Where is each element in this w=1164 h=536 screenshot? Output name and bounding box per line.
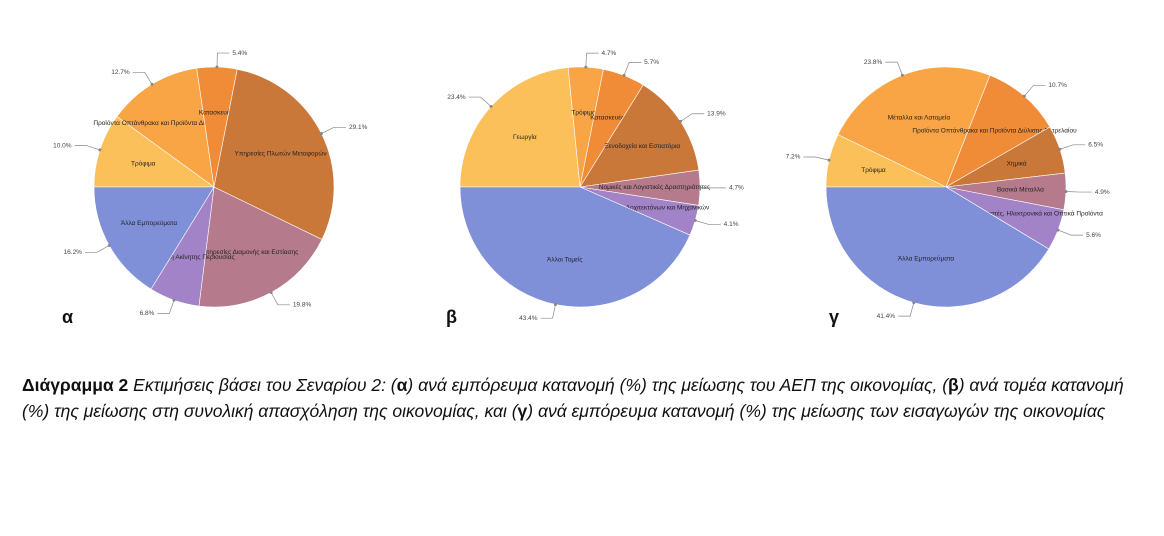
leader-dot xyxy=(912,301,916,305)
slice-label: Κατασκευές xyxy=(590,114,624,122)
slice-label: Άλλοι Τομείς xyxy=(547,256,583,264)
slice-label: Γεωργία xyxy=(513,133,537,141)
leader-dot xyxy=(98,148,102,152)
slice-label: Τρόφιμα xyxy=(861,166,886,174)
leader-dot xyxy=(319,132,323,136)
leader-line xyxy=(74,145,100,151)
value-label: 12.7% xyxy=(111,69,130,76)
slice-label: Νομικές και Λογιστικές Δραστηριότητες xyxy=(599,183,710,191)
leader-dot xyxy=(900,73,904,77)
leader-line xyxy=(1059,144,1086,150)
value-label: 43.4% xyxy=(519,315,538,322)
leader-dot xyxy=(489,104,493,108)
leader-dot xyxy=(584,65,588,69)
value-label: 6.8% xyxy=(140,310,155,317)
slice-label: Προϊόντα Οπτάνθρακα και Προϊόντα Διύλιση… xyxy=(912,126,1077,134)
leader-line xyxy=(216,52,230,68)
leader-dot xyxy=(269,291,273,295)
caption-text: β xyxy=(948,375,959,395)
leader-dot xyxy=(107,243,111,247)
leader-line xyxy=(1024,85,1046,97)
slice-label: Ξενοδοχεία και Εστιατόρια xyxy=(604,142,680,150)
slice-label: Διαχείριση Ακίνητης Περιουσίας xyxy=(144,253,235,261)
caption-text: Εκτιμήσεις βάσει του Σεναρίου 2: ( xyxy=(128,375,397,395)
leader-line xyxy=(695,220,721,225)
caption-text: ) ανά εμπόρευμα κατανομή (%) της μείωσης… xyxy=(527,401,1106,421)
slice-label: Προϊόντα Οπτάνθρακα και Προϊόντα Διύλιση… xyxy=(93,119,258,127)
panel-letter: γ xyxy=(829,307,839,327)
leader-dot xyxy=(1058,147,1062,151)
caption-label: Διάγραμμα 2 xyxy=(22,375,129,395)
leader-dot xyxy=(553,302,557,306)
leader-dot xyxy=(622,73,626,77)
leader-line xyxy=(84,245,110,253)
panel-letter: α xyxy=(62,307,73,327)
value-label: 23.8% xyxy=(864,59,883,66)
leader-line xyxy=(885,61,903,76)
pie-slice xyxy=(459,67,581,188)
leader-line xyxy=(803,156,830,161)
panel-letter: β xyxy=(446,307,457,327)
leader-dot xyxy=(215,65,219,69)
slice-label: Χημικά xyxy=(1007,159,1027,167)
value-label: 6.5% xyxy=(1088,142,1103,149)
leader-dot xyxy=(1064,190,1068,194)
leader-line xyxy=(132,71,153,85)
leader-line xyxy=(898,302,915,317)
value-label: 5.7% xyxy=(644,59,659,66)
value-label: 7.2% xyxy=(786,154,801,161)
leader-line xyxy=(585,52,599,68)
caption-text: ) ανά τομέα κατανομή (%) της μείωσης στη… xyxy=(22,375,1124,421)
leader-dot xyxy=(693,219,697,223)
slice-label: Βασικά Μέταλλα xyxy=(997,186,1044,194)
value-label: 5.6% xyxy=(1086,232,1101,239)
leader-line xyxy=(1065,191,1092,193)
leader-line xyxy=(321,126,346,134)
value-label: 23.4% xyxy=(447,94,466,101)
leader-line xyxy=(1057,229,1084,236)
slice-label: Μέταλλα και Λατομεία xyxy=(888,113,951,121)
leader-dot xyxy=(827,158,831,162)
slice-label: Τρόφιμα xyxy=(131,160,156,168)
value-label: 10.0% xyxy=(53,142,72,149)
slice-label: Τρόφιμα xyxy=(571,108,596,116)
value-label: 5.4% xyxy=(232,50,247,57)
leader-line xyxy=(157,300,175,314)
slice-label: Ηλεκτρονικοί Υπολογιστές, Ηλεκτρονικά κα… xyxy=(928,209,1103,217)
leader-line xyxy=(680,113,705,122)
value-label: 13.9% xyxy=(707,110,726,117)
leader-line xyxy=(540,304,556,319)
caption-text: α xyxy=(396,375,408,395)
slice-label: Κατασκευές xyxy=(199,108,233,116)
slice-label: Υπηρεσίες Διαμονής και Εστίασης xyxy=(201,248,299,256)
caption-text: ) ανά εμπόρευμα κατανομή (%) της μείωσης… xyxy=(407,375,949,395)
value-label: 4.7% xyxy=(602,50,617,57)
leader-dot xyxy=(698,186,702,190)
caption-text: γ xyxy=(517,401,528,421)
leader-line xyxy=(623,62,642,76)
value-label: 10.7% xyxy=(1048,82,1067,89)
caption: Διάγραμμα 2 Εκτιμήσεις βάσει του Σεναρίο… xyxy=(22,372,1142,424)
charts: Τρόφιμα 10.0% Προϊόντα Οπτάνθρακα και Προϊ… xyxy=(53,50,1110,327)
slice-label: Υπηρεσίες Αρχιτεκτόνων και Μηχανικών xyxy=(594,203,710,211)
leader-dot xyxy=(172,298,176,302)
value-label: 4.1% xyxy=(724,221,739,228)
leader-dot xyxy=(678,119,682,123)
leader-dot xyxy=(150,82,154,86)
leader-line xyxy=(468,96,492,107)
value-label: 19.8% xyxy=(293,302,312,309)
value-label: 41.4% xyxy=(877,313,896,320)
value-label: 4.7% xyxy=(729,185,744,192)
value-label: 29.1% xyxy=(349,124,368,131)
slice-label: Υπηρεσίες Πλωτών Μεταφορών xyxy=(235,150,327,158)
leader-line xyxy=(270,292,290,306)
leader-dot xyxy=(1056,228,1060,232)
leader-dot xyxy=(1022,94,1026,98)
value-label: 16.2% xyxy=(64,249,83,256)
slice-label: Άλλα Εμπορεύματα xyxy=(898,254,955,262)
value-label: 4.9% xyxy=(1095,189,1110,196)
slice-label: Άλλα Εμπορεύματα xyxy=(121,219,178,227)
